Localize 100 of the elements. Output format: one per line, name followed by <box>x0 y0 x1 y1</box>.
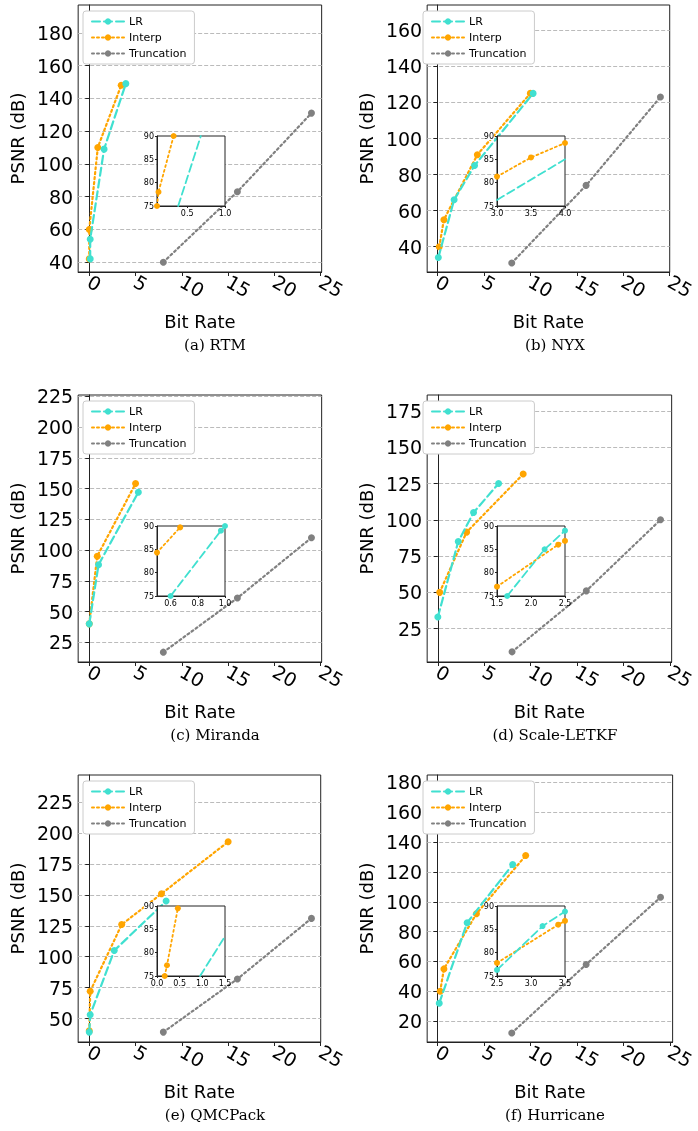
x-tick-label: 1.0 <box>218 598 232 608</box>
y-tick-label: 100 <box>385 890 423 913</box>
y-tick-label: 200 <box>36 415 74 438</box>
x-tick-label: 20 <box>617 270 650 302</box>
point <box>582 181 590 189</box>
point <box>582 960 590 968</box>
x-tick-label: 10 <box>525 660 558 692</box>
x-tick-label: 10 <box>524 270 557 302</box>
point <box>163 962 170 969</box>
y-tick-label: 25 <box>397 617 423 640</box>
point <box>454 538 462 546</box>
point <box>495 480 503 488</box>
point <box>555 541 562 548</box>
point <box>509 861 517 868</box>
y-tick-label: 75 <box>483 591 494 601</box>
point <box>494 959 500 966</box>
x-axis-title: Bit Rate <box>163 1080 236 1102</box>
x-tick-label: 20 <box>268 270 301 302</box>
x-tick-label: 15 <box>222 1040 255 1072</box>
x-tick-label: 20 <box>617 1040 650 1072</box>
y-axis-title: PSNR (dB) <box>355 92 377 185</box>
point <box>162 897 170 905</box>
legend-label: Truncation <box>468 47 527 60</box>
x-axis-title: Bit Rate <box>164 700 236 722</box>
y-tick-label: 160 <box>385 19 423 42</box>
y-axis-title: PSNR (dB) <box>6 482 28 575</box>
y-tick-label: 40 <box>48 251 74 274</box>
y-tick-label: 50 <box>48 600 74 623</box>
x-tick-label: 15 <box>222 270 255 302</box>
x-tick-label: 5 <box>478 1040 500 1066</box>
point <box>562 908 568 915</box>
point <box>440 216 448 224</box>
x-axis-title: Bit Rate <box>513 700 586 722</box>
point <box>539 923 546 930</box>
point <box>562 537 568 544</box>
point <box>159 648 167 656</box>
y-tick-label: 75 <box>48 569 74 592</box>
y-axis-title: PSNR (dB) <box>6 92 28 185</box>
y-tick-label: 80 <box>483 948 494 958</box>
point <box>463 919 471 927</box>
point <box>494 583 500 590</box>
point <box>224 838 232 846</box>
text: (f) Hurricane <box>505 1105 606 1124</box>
y-tick-label: 90 <box>143 901 154 911</box>
legend-label: Truncation <box>128 47 187 60</box>
y-tick-label: 75 <box>397 545 423 568</box>
y-tick-label: 120 <box>36 120 74 143</box>
x-tick-label: 10 <box>176 1040 209 1072</box>
legend-label: Interp <box>469 421 502 434</box>
legend-label: LR <box>129 785 144 798</box>
x-tick-label: 10 <box>176 660 209 692</box>
x-tick-label: 0.5 <box>173 978 187 988</box>
y-tick-label: 80 <box>483 568 494 578</box>
x-tick-label: 2.0 <box>524 598 538 608</box>
y-tick-label: 90 <box>143 521 154 531</box>
point <box>562 140 568 146</box>
y-tick-label: 120 <box>385 91 423 114</box>
y-tick-label: 80 <box>397 920 423 943</box>
x-tick-label: 2.5 <box>558 598 572 608</box>
legend-label: LR <box>129 405 144 418</box>
y-tick-label: 140 <box>36 87 74 110</box>
x-tick-label: 0 <box>432 660 454 686</box>
point <box>656 93 664 101</box>
point <box>217 527 224 534</box>
y-tick-label: 85 <box>143 544 154 554</box>
x-tick-label: 25 <box>315 1040 348 1072</box>
x-axis-title: Bit Rate <box>164 310 236 332</box>
point <box>522 852 530 860</box>
y-tick-label: 80 <box>143 178 154 188</box>
y-tick-label: 100 <box>36 945 74 968</box>
y-axis-title: PSNR (dB) <box>355 482 377 575</box>
legend-label: Truncation <box>468 817 527 830</box>
y-tick-label: 60 <box>397 199 423 222</box>
x-tick-label: 0.8 <box>191 598 205 608</box>
point <box>508 648 516 656</box>
x-tick-label: 25 <box>664 1040 697 1072</box>
y-tick-label: 160 <box>385 801 423 824</box>
x-tick-label: 15 <box>222 660 255 692</box>
x-tick-label: 20 <box>268 660 301 692</box>
y-tick-label: 85 <box>143 924 154 934</box>
x-tick-label: 4.0 <box>558 208 572 218</box>
x-tick-label: 1.0 <box>218 208 232 218</box>
y-tick-label: 80 <box>397 163 423 186</box>
y-tick-label: 125 <box>36 914 74 937</box>
point <box>159 1028 167 1036</box>
point <box>494 173 500 180</box>
legend-label: Interp <box>129 31 162 44</box>
point <box>440 965 448 973</box>
x-axis-title: Bit Rate <box>514 1080 586 1102</box>
point <box>110 947 118 955</box>
legend-label: LR <box>469 785 484 798</box>
legend-label: Interp <box>469 801 502 814</box>
y-tick-label: 75 <box>143 591 154 601</box>
y-tick-label: 50 <box>397 581 423 604</box>
point <box>233 594 241 602</box>
x-tick-label: 15 <box>571 1040 604 1072</box>
x-tick-label: 3.5 <box>524 208 538 218</box>
y-tick-label: 90 <box>483 901 494 911</box>
x-tick-label: 1.0 <box>195 978 209 988</box>
y-tick-label: 50 <box>48 1007 74 1030</box>
